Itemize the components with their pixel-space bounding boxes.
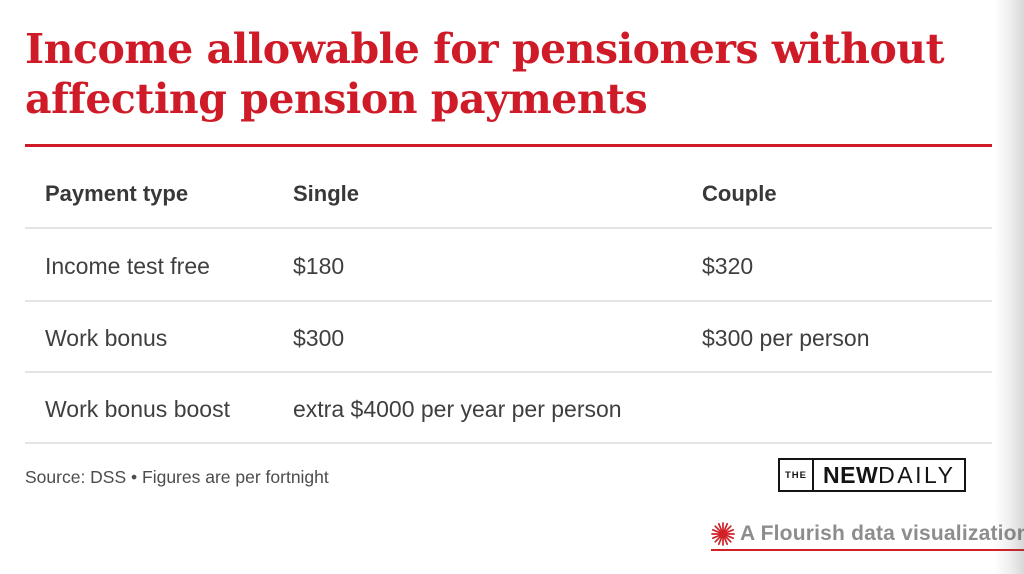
cell-single-value: extra $4000 per year per person xyxy=(293,396,622,422)
cell-single-value: $180 xyxy=(293,253,345,279)
row-separator xyxy=(25,227,992,229)
footer-separator xyxy=(25,442,992,444)
table-row: Income test free $180 $320 xyxy=(45,251,992,281)
logo-daily-label: DAILY xyxy=(878,461,956,488)
right-edge-shadow xyxy=(994,0,1024,574)
cell-single-value: $300 xyxy=(293,325,345,351)
flourish-starburst-icon xyxy=(711,522,735,546)
title-divider-rule xyxy=(25,144,992,147)
source-note: Source: DSS • Figures are per fortnight xyxy=(25,467,329,487)
cell-payment-type: Income test free xyxy=(45,253,210,279)
cell-couple-value: $320 xyxy=(702,253,754,279)
column-header-single: Single xyxy=(293,181,360,206)
cell-payment-type: Work bonus xyxy=(45,325,168,351)
row-separator xyxy=(25,300,992,302)
page-title: Income allowable for pensioners without … xyxy=(25,24,945,124)
flourish-attribution-label: A Flourish data visualization xyxy=(740,522,1024,545)
logo-the-label: THE xyxy=(780,460,814,490)
table-row: Work bonus $300 $300 per person xyxy=(45,323,992,353)
logo-wordmark: NEW DAILY xyxy=(814,460,964,490)
table-header-row: Payment type Single Couple xyxy=(45,179,992,209)
flourish-attribution-link[interactable]: A Flourish data visualization xyxy=(711,522,1024,551)
title-line-1: Income allowable for pensioners without xyxy=(25,25,945,73)
the-new-daily-logo: THE NEW DAILY xyxy=(778,458,967,492)
table-row: Work bonus boost extra $4000 per year pe… xyxy=(45,394,992,424)
cell-couple-value: $300 per person xyxy=(702,325,870,351)
column-header-payment-type: Payment type xyxy=(45,181,189,206)
cell-payment-type: Work bonus boost xyxy=(45,396,230,422)
row-separator xyxy=(25,371,992,373)
logo-new-label: NEW xyxy=(823,461,879,488)
title-line-2: affecting pension payments xyxy=(25,75,648,123)
column-header-couple: Couple xyxy=(702,181,777,206)
